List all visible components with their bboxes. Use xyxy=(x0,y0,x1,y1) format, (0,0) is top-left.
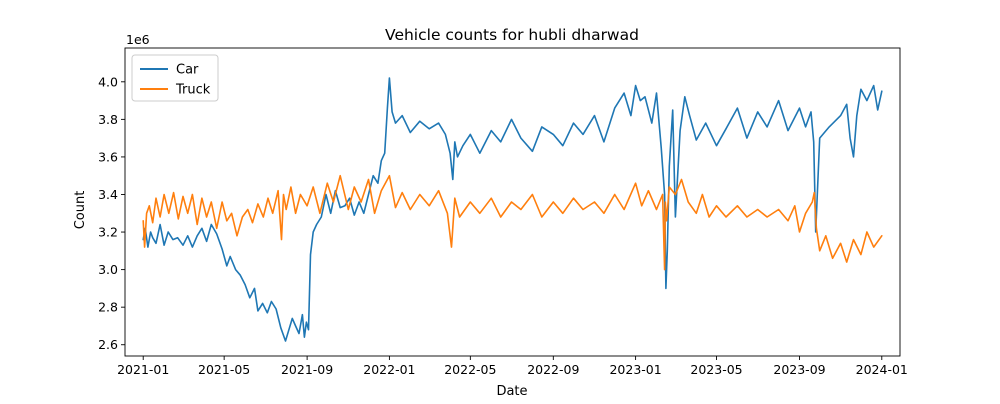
y-tick-label: 3.6 xyxy=(98,149,118,164)
y-tick-label: 3.8 xyxy=(98,112,118,127)
y-offset-label: 1e6 xyxy=(126,32,150,47)
axes: 2021-01 2021-05 2021-09 2022-01 2022-05 2022-… xyxy=(98,47,908,377)
y-tick-label: 3.4 xyxy=(98,187,118,202)
y-tick-label: 3.0 xyxy=(98,262,118,277)
x-tick-label: 2021-01 xyxy=(117,362,169,377)
y-axis-label: Count xyxy=(73,191,88,230)
axes-frame xyxy=(124,47,901,357)
x-tick-label: 2023-05 xyxy=(690,362,742,377)
y-tick-label: 3.2 xyxy=(98,225,118,240)
y-tick-label: 2.6 xyxy=(98,337,118,352)
legend-label-car: Car xyxy=(176,63,199,78)
x-tick-label: 2022-09 xyxy=(527,362,579,377)
x-tick-label: 2021-09 xyxy=(281,362,333,377)
x-axis-label: Date xyxy=(496,384,527,399)
plot-area xyxy=(142,77,883,342)
x-tick-label: 2024-01 xyxy=(856,362,908,377)
x-tick-label: 2023-09 xyxy=(773,362,825,377)
x-tick-label: 2022-01 xyxy=(363,362,415,377)
y-tick-label: 4.0 xyxy=(98,74,118,89)
y-tick-label: 2.8 xyxy=(98,300,118,315)
x-tick-label: 2023-01 xyxy=(609,362,661,377)
x-tick-label: 2021-05 xyxy=(198,362,250,377)
legend-label-truck: Truck xyxy=(175,83,211,98)
series-line-car xyxy=(142,77,883,342)
chart-title: Vehicle counts for hubli dharwad xyxy=(385,26,639,44)
series-line-truck xyxy=(142,174,883,271)
x-tick-label: 2022-05 xyxy=(444,362,496,377)
legend: Car Truck xyxy=(131,54,219,102)
